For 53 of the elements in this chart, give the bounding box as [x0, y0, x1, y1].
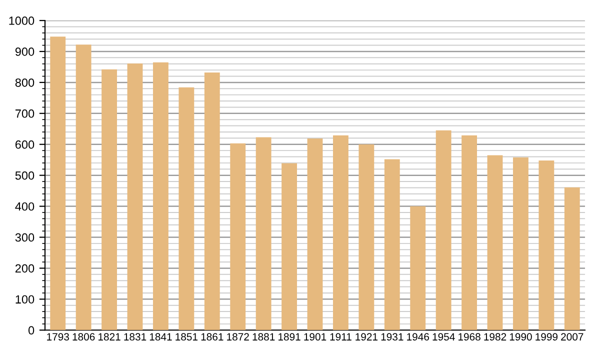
bar: [256, 137, 272, 330]
x-tick-label: 1831: [124, 333, 146, 341]
y-tick-label: 900: [15, 48, 34, 56]
bar: [410, 206, 426, 330]
x-tick-label: 1861: [201, 333, 224, 341]
x-tick-label: 1954: [432, 333, 455, 341]
x-tick-label: 1851: [176, 333, 198, 341]
x-tick-label: 1982: [484, 333, 506, 341]
x-tick-label: 1990: [510, 333, 532, 341]
bar: [102, 69, 117, 330]
y-tick-label: 400: [15, 202, 34, 211]
bar: [384, 159, 400, 330]
bar: [282, 163, 297, 330]
x-tick-label: 1841: [150, 333, 172, 341]
y-tick-label: 700: [15, 109, 34, 118]
x-tick-label: 1901: [304, 333, 326, 341]
x-tick-label: 1881: [252, 333, 275, 341]
bar: [178, 87, 194, 330]
x-tick-label: 1891: [278, 333, 300, 341]
bar: [76, 44, 92, 330]
x-tick-label: 1821: [98, 333, 120, 341]
bar: [127, 64, 143, 330]
y-tick-label: 300: [15, 233, 34, 242]
y-tick-label: 800: [15, 78, 34, 87]
bar: [358, 144, 374, 330]
bar: [153, 62, 168, 330]
x-tick-label: 1946: [407, 333, 429, 341]
x-tick-label: 1931: [381, 333, 404, 341]
x-tick-label: 1793: [47, 333, 69, 341]
x-tick-label: 1999: [536, 333, 558, 341]
bar: [564, 187, 580, 330]
x-tick-label: 2007: [561, 333, 584, 341]
y-tick-label: 500: [15, 171, 34, 180]
bar: [204, 72, 220, 330]
y-tick-label: 600: [15, 140, 34, 149]
y-tick-label: 200: [15, 264, 34, 273]
y-tick-label: 0: [28, 326, 34, 335]
x-tick-label: 1911: [330, 333, 352, 341]
x-tick-label: 1806: [72, 333, 95, 341]
y-tick-label: 100: [16, 295, 34, 304]
bar: [333, 135, 348, 330]
y-tick-label: 1000: [9, 16, 34, 25]
bar: [436, 130, 452, 330]
bar: [538, 160, 554, 330]
x-tick-label: 1872: [227, 333, 249, 341]
x-tick-label: 1968: [458, 333, 480, 341]
bar: [230, 143, 246, 330]
bar: [462, 135, 477, 330]
x-tick-label: 1921: [356, 333, 378, 341]
bar: [513, 157, 528, 330]
bar: [307, 138, 323, 330]
bar: [487, 155, 503, 330]
bar: [50, 36, 66, 330]
